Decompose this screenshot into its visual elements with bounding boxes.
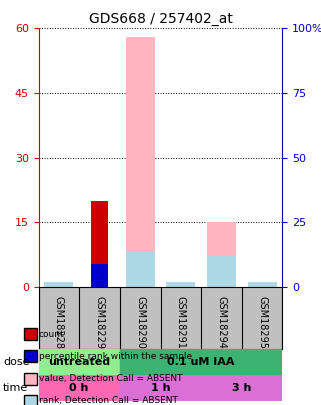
Text: value, Detection Call = ABSENT: value, Detection Call = ABSENT [39,374,182,383]
Bar [166,282,195,287]
Text: percentile rank within the sample: percentile rank within the sample [39,352,192,361]
Text: GSM18290: GSM18290 [135,296,145,349]
Bar [91,264,108,287]
Text: dose: dose [3,357,30,367]
Text: GSM18291: GSM18291 [176,296,186,349]
Text: GSM18229: GSM18229 [94,296,105,350]
Text: untreated: untreated [48,357,110,367]
Bar [120,349,282,375]
Text: GSM18295: GSM18295 [257,296,267,350]
Text: GSM18228: GSM18228 [54,296,64,350]
Bar [207,256,236,287]
Text: GSM18294: GSM18294 [216,296,227,349]
Bar [120,375,201,401]
Text: 0 h: 0 h [69,383,89,393]
Bar [44,282,74,287]
Text: 3 h: 3 h [232,383,252,393]
Title: GDS668 / 257402_at: GDS668 / 257402_at [89,12,232,26]
Bar [126,251,155,287]
Text: 0.1 uM IAA: 0.1 uM IAA [168,357,235,367]
Bar [201,375,282,401]
Bar [207,222,236,287]
Bar [247,282,277,287]
Bar [126,37,155,287]
Text: time: time [3,383,29,393]
Text: count: count [39,330,64,339]
Text: rank, Detection Call = ABSENT: rank, Detection Call = ABSENT [39,396,178,405]
Bar [39,349,120,375]
Bar [91,201,108,287]
Text: 1 h: 1 h [151,383,170,393]
Bar [39,375,120,401]
